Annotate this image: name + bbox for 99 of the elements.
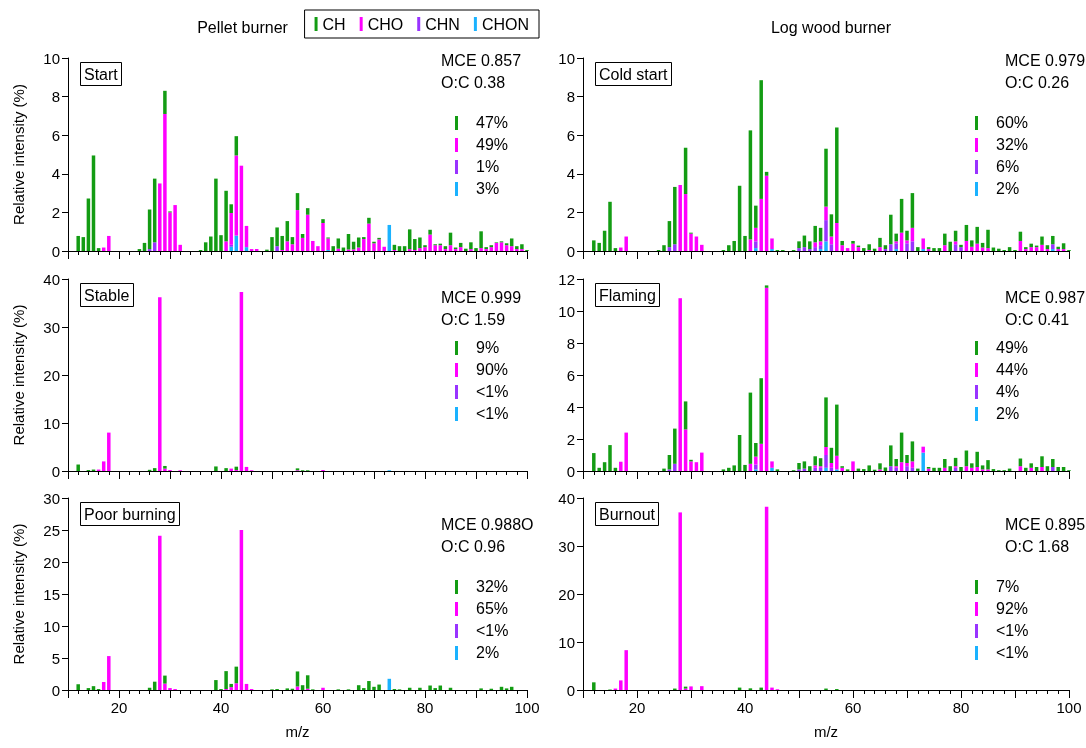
legend-label: CHO (367, 15, 404, 33)
y-tick-label: 15 (43, 585, 60, 603)
x-tick-label: 100 (1056, 699, 1082, 716)
x-tick-label: 40 (736, 699, 754, 716)
chart-subtitle: Flaming (599, 286, 656, 304)
y-tick-label: 20 (558, 585, 575, 603)
annotation: 32% (455, 578, 509, 595)
y-tick-label: 10 (558, 302, 575, 320)
x-tick-label: 80 (416, 699, 434, 716)
x-axis-title: m/z (813, 723, 839, 740)
x-tick-label: 40 (212, 699, 230, 716)
annotation: 2% (455, 644, 500, 661)
chart-subtitle: Stable (84, 286, 130, 304)
y-tick-label: 10 (558, 49, 575, 67)
annotation: MCE 0.999 (441, 288, 522, 306)
x-tick-label: 20 (110, 699, 128, 716)
annotation: <1% (455, 383, 509, 400)
annotation: <1% (455, 405, 509, 422)
y-tick-label: 2 (51, 203, 60, 221)
legend-label: CHN (425, 15, 460, 33)
annotation: O:C 1.59 (441, 310, 506, 328)
annotation: 1% (455, 158, 500, 175)
annotation: 60% (975, 114, 1029, 131)
annotation: MCE 0.895 (1005, 515, 1086, 533)
chart-subtitle: Cold start (599, 65, 669, 83)
y-tick-label: 0 (51, 242, 60, 260)
x-axis-title: m/z (285, 723, 310, 740)
y-tick-label: 10 (43, 617, 60, 635)
y-tick-label: 8 (566, 88, 575, 106)
y-tick-label: 0 (566, 681, 575, 699)
y-axis-title: Relative intensity (%) (10, 304, 27, 446)
annotation: 9% (455, 339, 500, 356)
y-tick-label: 25 (43, 521, 60, 539)
y-tick-label: 30 (558, 537, 575, 555)
legend-label: CH (322, 15, 346, 33)
annotation: MCE 0.987 (1005, 288, 1086, 306)
annotation: MCE 0.857 (441, 51, 522, 69)
x-tick-label: 80 (952, 699, 970, 716)
chart-subtitle: Poor burning (84, 505, 176, 523)
y-tick-label: 4 (51, 165, 60, 183)
annotation: 2% (975, 405, 1020, 422)
annotation: <1% (455, 622, 509, 639)
y-tick-label: 6 (566, 366, 575, 384)
annotation: MCE 0.988O (441, 515, 534, 533)
y-axis-title: Relative intensity (%) (10, 84, 27, 225)
y-tick-label: 0 (566, 242, 575, 260)
annotation: <1% (975, 644, 1029, 661)
chart-title: Log wood burner (770, 18, 892, 36)
y-tick-label: 40 (558, 489, 575, 507)
annotation: 92% (975, 600, 1029, 617)
x-tick-label: 60 (314, 699, 332, 716)
chart-subtitle: Start (84, 65, 119, 83)
annotation: 2% (975, 180, 1020, 197)
annotation: O:C 0.96 (441, 537, 506, 555)
annotation: 47% (455, 114, 509, 131)
annotation: O:C 0.38 (441, 73, 506, 91)
y-tick-label: 10 (43, 49, 60, 67)
annotation: MCE 0.979 (1005, 51, 1086, 69)
annotation: 49% (975, 339, 1029, 356)
y-tick-label: 4 (566, 165, 575, 183)
annotation: 49% (455, 136, 509, 153)
annotation: 7% (975, 578, 1020, 595)
y-tick-label: 0 (51, 462, 60, 480)
x-tick-label: 20 (628, 699, 646, 716)
annotation: 32% (975, 136, 1029, 153)
annotation: 90% (455, 361, 509, 378)
y-tick-label: 12 (558, 270, 575, 288)
y-tick-label: 6 (51, 126, 60, 144)
annotation: 65% (455, 600, 509, 617)
x-tick-label: 100 (514, 699, 540, 716)
y-tick-label: 6 (566, 126, 575, 144)
y-tick-label: 8 (51, 88, 60, 106)
annotation: O:C 0.26 (1005, 73, 1070, 91)
chart-subtitle: Burnout (599, 505, 656, 523)
annotation: O:C 0.41 (1005, 310, 1070, 328)
y-tick-label: 0 (566, 462, 575, 480)
chart-title: Pellet burner (197, 18, 289, 36)
annotation: 44% (975, 361, 1029, 378)
annotation: <1% (975, 622, 1029, 639)
annotation: 6% (975, 158, 1020, 175)
y-tick-label: 10 (558, 633, 575, 651)
annotation: 4% (975, 383, 1020, 400)
legend-label: CHON (481, 15, 529, 33)
annotation: 3% (455, 180, 500, 197)
y-tick-label: 4 (566, 398, 575, 416)
y-tick-label: 10 (43, 414, 60, 432)
y-tick-label: 8 (566, 334, 575, 352)
y-tick-label: 20 (43, 366, 60, 384)
y-tick-label: 2 (566, 203, 575, 221)
y-tick-label: 40 (43, 270, 60, 288)
y-tick-label: 20 (43, 553, 60, 571)
y-tick-label: 30 (43, 489, 60, 507)
x-tick-label: 60 (844, 699, 862, 716)
y-axis-title: Relative intensity (%) (10, 523, 27, 665)
y-tick-label: 0 (51, 681, 60, 699)
annotation: O:C 1.68 (1005, 537, 1070, 555)
y-tick-label: 5 (51, 649, 60, 667)
y-tick-label: 2 (566, 430, 575, 448)
y-tick-label: 30 (43, 318, 60, 336)
